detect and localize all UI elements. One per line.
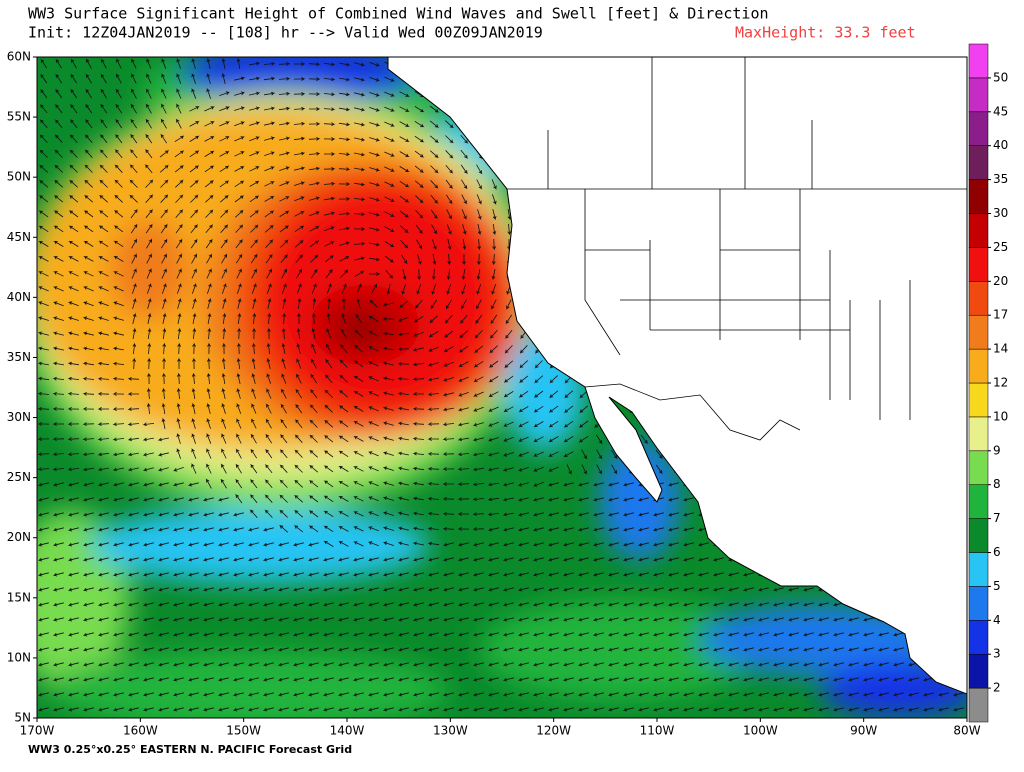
color-band [968,281,989,316]
colorbar-label: 3 [993,647,1001,661]
colorbar-label: 12 [993,376,1008,390]
color-band [968,416,989,452]
lon-label: 150W [226,724,261,738]
color-band [968,348,989,384]
map-title: WW3 Surface Significant Height of Combin… [28,5,769,23]
colorbar-label: 25 [993,240,1008,254]
colorbar-label: 6 [993,545,1001,559]
lon-label: 160W [123,724,158,738]
lat-label: 55N [7,110,31,124]
lat-label: 10N [7,650,31,664]
color-band [968,552,989,587]
map-subtitle: Init: 12Z04JAN2019 -- [108] hr --> Valid… [28,24,543,42]
footer: WW3 0.25°x0.25° EASTERN N. PACIFIC Forec… [28,743,352,756]
lat-label: 50N [7,170,31,184]
colorbar-label: 30 [993,206,1008,220]
lat-label: 15N [7,590,31,604]
max-height: MaxHeight: 33.3 feet [735,24,916,42]
colorbar-label: 35 [993,172,1008,186]
color-band [968,687,989,723]
lon-label: 140W [330,724,365,738]
color-band [968,145,989,180]
colorbar-label: 8 [993,477,1001,491]
color-band [968,484,989,519]
color-band [968,77,989,113]
lon-label: 80W [953,724,980,738]
lon-label: 130W [433,724,468,738]
lat-label: 5N [14,711,31,725]
lat-label: 30N [7,410,31,424]
colorbar-label: 2 [993,681,1001,695]
lat-label: 40N [7,290,31,304]
color-band [968,518,989,553]
colorbar-label: 9 [993,443,1001,457]
color-band [968,247,989,282]
colorbar-label: 45 [993,104,1008,118]
color-band [968,111,989,146]
lat-label: 20N [7,530,31,544]
lat-label: 35N [7,350,31,364]
colorbar-label: 5 [993,579,1001,593]
land [387,57,967,695]
map-frame [36,56,968,719]
lon-label: 170W [20,724,55,738]
color-band [968,586,989,621]
map-area [37,57,967,718]
lat-label: 60N [7,50,31,64]
color-band [968,450,989,485]
colorbar-label: 17 [993,308,1008,322]
color-band [968,620,989,655]
colorbar-label: 20 [993,274,1008,288]
colorbar-label: 7 [993,511,1001,525]
borders [507,57,967,441]
colorbar-label: 4 [993,613,1001,627]
color-band [968,43,989,79]
color-band [968,314,989,350]
colorbar-label: 50 [993,70,1008,84]
color-band [968,382,989,418]
lon-label: 100W [743,724,778,738]
lon-label: 110W [640,724,675,738]
lon-label: 120W [536,724,571,738]
colorbar-label: 40 [993,138,1008,152]
color-band [968,213,989,248]
lat-label: 25N [7,470,31,484]
colorbar-label: 10 [993,409,1008,423]
colorbar-label: 14 [993,342,1008,356]
color-band [968,653,989,689]
lat-label: 45N [7,230,31,244]
lon-label: 90W [850,724,877,738]
color-band [968,179,989,214]
